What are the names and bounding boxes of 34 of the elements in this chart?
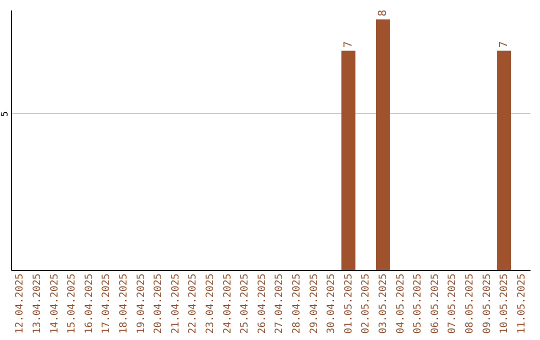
x-tick-label: 06.05.2025 (430, 274, 441, 334)
x-tick-label: 29.04.2025 (308, 274, 320, 334)
x-tick-label: 23.04.2025 (204, 274, 216, 334)
x-tick-label: 11.05.2025 (516, 274, 528, 334)
x-tick-label: 15.04.2025 (66, 274, 78, 334)
x-tick-label: 10.05.2025 (499, 274, 510, 334)
x-tick-label: 04.05.2025 (395, 274, 406, 334)
x-tick-label: 01.05.2025 (343, 274, 354, 334)
x-tick-label: 26.04.2025 (256, 274, 268, 334)
x-tick-label: 14.04.2025 (49, 274, 60, 334)
x-tick-label: 17.04.2025 (101, 274, 112, 334)
x-tick-label: 12.04.2025 (14, 274, 26, 334)
x-tick-label: 13.04.2025 (32, 274, 43, 334)
x-tick-label: 21.04.2025 (170, 274, 182, 334)
x-tick-label: 18.04.2025 (118, 274, 130, 334)
data-label: 8 (376, 10, 389, 16)
x-tick-label: 28.04.2025 (291, 274, 302, 334)
x-tick-label: 09.05.2025 (482, 274, 493, 334)
x-tick-label: 19.04.2025 (136, 274, 147, 334)
x-tick-label: 05.05.2025 (412, 274, 424, 334)
x-tick-label: 20.04.2025 (153, 274, 164, 334)
x-tick-label: 16.04.2025 (84, 274, 95, 334)
x-tick-label: 24.04.2025 (222, 274, 234, 334)
x-tick-label: 27.04.2025 (274, 274, 286, 334)
data-label: 7 (497, 41, 510, 48)
y-tick-label: 5 (0, 111, 10, 117)
x-tick-label: 07.05.2025 (447, 274, 458, 334)
x-tick-label: 22.04.2025 (188, 274, 199, 334)
x-tick-label: 30.04.2025 (326, 274, 338, 334)
x-tick-label: 25.04.2025 (240, 274, 251, 334)
x-tick-label: 03.05.2025 (378, 274, 389, 334)
data-label: 7 (341, 41, 354, 48)
x-tick-label: 08.05.2025 (464, 274, 476, 334)
x-tick-label: 02.05.2025 (360, 274, 372, 334)
